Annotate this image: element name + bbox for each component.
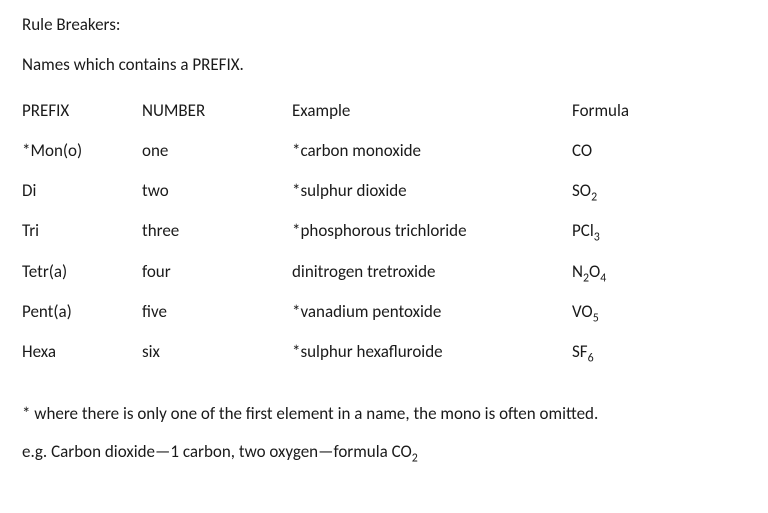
row-example: *vanadium pentoxide bbox=[292, 301, 572, 323]
row-example: dinitrogen tretroxide bbox=[292, 261, 572, 283]
row-number: five bbox=[142, 301, 292, 323]
row-prefix: Tri bbox=[22, 220, 142, 242]
header-number: NUMBER bbox=[142, 100, 292, 122]
document-page: Rule Breakers: Names which contains a PR… bbox=[0, 0, 768, 463]
row-number: one bbox=[142, 140, 292, 162]
row-prefix: Hexa bbox=[22, 341, 142, 363]
header-formula: Formula bbox=[572, 100, 732, 122]
row-example: *sulphur hexafluroide bbox=[292, 341, 572, 363]
row-prefix: Di bbox=[22, 180, 142, 202]
page-title: Rule Breakers: bbox=[22, 14, 746, 36]
row-prefix: Tetr(a) bbox=[22, 261, 142, 283]
row-number: four bbox=[142, 261, 292, 283]
row-formula: PCl3 bbox=[572, 220, 732, 242]
row-number: two bbox=[142, 180, 292, 202]
row-example: *carbon monoxide bbox=[292, 140, 572, 162]
row-example: *phosphorous trichloride bbox=[292, 220, 572, 242]
row-formula: CO bbox=[572, 140, 732, 162]
header-example: Example bbox=[292, 100, 572, 122]
row-prefix: Pent(a) bbox=[22, 301, 142, 323]
row-formula: VO5 bbox=[572, 301, 732, 323]
page-subtitle: Names which contains a PREFIX. bbox=[22, 54, 746, 76]
footnote-text: * where there is only one of the first e… bbox=[22, 403, 746, 425]
header-prefix: PREFIX bbox=[22, 100, 142, 122]
row-formula: SO2 bbox=[572, 180, 732, 202]
example-line: e.g. Carbon dioxide—1 carbon, two oxygen… bbox=[22, 441, 746, 463]
row-example: *sulphur dioxide bbox=[292, 180, 572, 202]
row-prefix: *Mon(o) bbox=[22, 140, 142, 162]
row-number: six bbox=[142, 341, 292, 363]
row-formula: N2O4 bbox=[572, 261, 732, 283]
row-formula: SF6 bbox=[572, 341, 732, 363]
row-number: three bbox=[142, 220, 292, 242]
prefix-table: PREFIX NUMBER Example Formula *Mon(o) on… bbox=[22, 100, 746, 363]
